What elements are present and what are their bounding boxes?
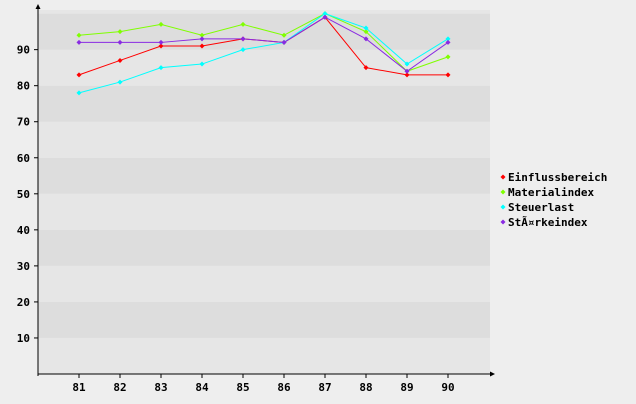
y-tick-label: 10 bbox=[17, 332, 30, 345]
grid-band bbox=[38, 85, 490, 122]
data-point-einflussbereich bbox=[158, 43, 164, 49]
data-point-einflussbereich bbox=[76, 72, 82, 78]
grid-band bbox=[38, 265, 490, 302]
data-point-steuerlast bbox=[199, 61, 205, 67]
data-point-einflussbereich bbox=[199, 43, 205, 49]
x-tick-label: 87 bbox=[318, 381, 331, 394]
x-tick-label: 81 bbox=[72, 381, 86, 394]
data-point-steuerlast bbox=[322, 11, 328, 17]
data-point-einflussbereich bbox=[363, 65, 369, 71]
grid-band bbox=[38, 229, 490, 266]
grid-band bbox=[38, 10, 490, 14]
legend-label-steuerlast: Steuerlast bbox=[508, 201, 574, 214]
data-point-einflussbereich bbox=[117, 57, 123, 63]
grid-bands bbox=[38, 10, 490, 374]
x-tick-label: 85 bbox=[236, 381, 249, 394]
data-point-materialindex bbox=[117, 29, 123, 35]
data-point-steuerlast bbox=[404, 61, 410, 67]
data-point-steuerlast bbox=[363, 25, 369, 31]
grid-band bbox=[38, 49, 490, 86]
legend-marker-materialindex bbox=[500, 189, 506, 195]
legend-label-einflussbereich: Einflussbereich bbox=[508, 171, 607, 184]
grid-band bbox=[38, 193, 490, 230]
data-point-st-rkeindex bbox=[158, 39, 164, 45]
y-axis-arrow bbox=[35, 4, 41, 9]
data-point-steuerlast bbox=[76, 90, 82, 96]
data-point-st-rkeindex bbox=[240, 36, 246, 42]
data-point-steuerlast bbox=[445, 36, 451, 42]
data-point-materialindex bbox=[158, 21, 164, 27]
legend-marker-steuerlast bbox=[500, 204, 506, 210]
y-tick-label: 30 bbox=[17, 260, 30, 273]
legend-marker-st-rkeindex bbox=[500, 219, 506, 225]
axes bbox=[35, 4, 495, 377]
x-tick-label: 84 bbox=[195, 381, 209, 394]
legend-label-materialindex: Materialindex bbox=[508, 186, 594, 199]
data-point-st-rkeindex bbox=[445, 39, 451, 45]
y-tick-label: 40 bbox=[17, 224, 30, 237]
data-point-materialindex bbox=[363, 29, 369, 35]
data-point-steuerlast bbox=[158, 65, 164, 71]
grid-band bbox=[38, 13, 490, 50]
series-line-materialindex bbox=[78, 13, 449, 72]
x-tick-label: 86 bbox=[277, 381, 291, 394]
data-point-materialindex bbox=[281, 32, 287, 38]
data-point-steuerlast bbox=[117, 79, 123, 85]
series-lines bbox=[76, 11, 451, 96]
legend-marker-einflussbereich bbox=[500, 174, 506, 180]
y-tick-label: 70 bbox=[17, 116, 30, 129]
data-point-steuerlast bbox=[240, 47, 246, 53]
data-point-st-rkeindex bbox=[404, 68, 410, 74]
series-line-st-rkeindex bbox=[79, 16, 449, 72]
x-tick-label: 83 bbox=[154, 381, 167, 394]
grid-band bbox=[38, 337, 490, 374]
grid-band bbox=[38, 121, 490, 158]
data-point-materialindex bbox=[240, 21, 246, 27]
x-tick-label: 90 bbox=[441, 381, 454, 394]
data-point-einflussbereich bbox=[404, 72, 410, 78]
y-axis-ticks: 10 20 30 40 50 60 70 80 90 bbox=[17, 44, 38, 345]
legend-label-st-rkeindex: StÃ¤rkeindex bbox=[508, 216, 588, 229]
data-point-st-rkeindex bbox=[199, 36, 205, 42]
grid-band bbox=[38, 157, 490, 194]
y-tick-label: 80 bbox=[17, 80, 30, 93]
x-tick-label: 82 bbox=[113, 381, 126, 394]
data-point-st-rkeindex bbox=[76, 39, 82, 45]
legend: Einflussbereich Materialindex Steuerlast St… bbox=[500, 171, 607, 229]
data-point-st-rkeindex bbox=[322, 14, 328, 20]
data-point-st-rkeindex bbox=[117, 39, 123, 45]
data-point-st-rkeindex bbox=[363, 36, 369, 42]
x-axis-ticks: 81 82 83 84 85 86 87 88 89 90 bbox=[72, 374, 455, 394]
y-tick-label: 90 bbox=[17, 44, 30, 57]
grid-band bbox=[38, 301, 490, 338]
x-tick-label: 88 bbox=[359, 381, 372, 394]
data-point-materialindex bbox=[445, 54, 451, 60]
y-tick-label: 20 bbox=[17, 296, 30, 309]
data-point-einflussbereich bbox=[445, 72, 451, 78]
data-point-materialindex bbox=[76, 32, 82, 38]
x-tick-label: 89 bbox=[400, 381, 413, 394]
data-point-st-rkeindex bbox=[281, 39, 287, 45]
x-axis-arrow bbox=[490, 371, 495, 377]
series-line-steuerlast bbox=[78, 13, 449, 94]
data-point-materialindex bbox=[199, 32, 205, 38]
y-tick-label: 50 bbox=[17, 188, 30, 201]
y-tick-label: 60 bbox=[17, 152, 30, 165]
